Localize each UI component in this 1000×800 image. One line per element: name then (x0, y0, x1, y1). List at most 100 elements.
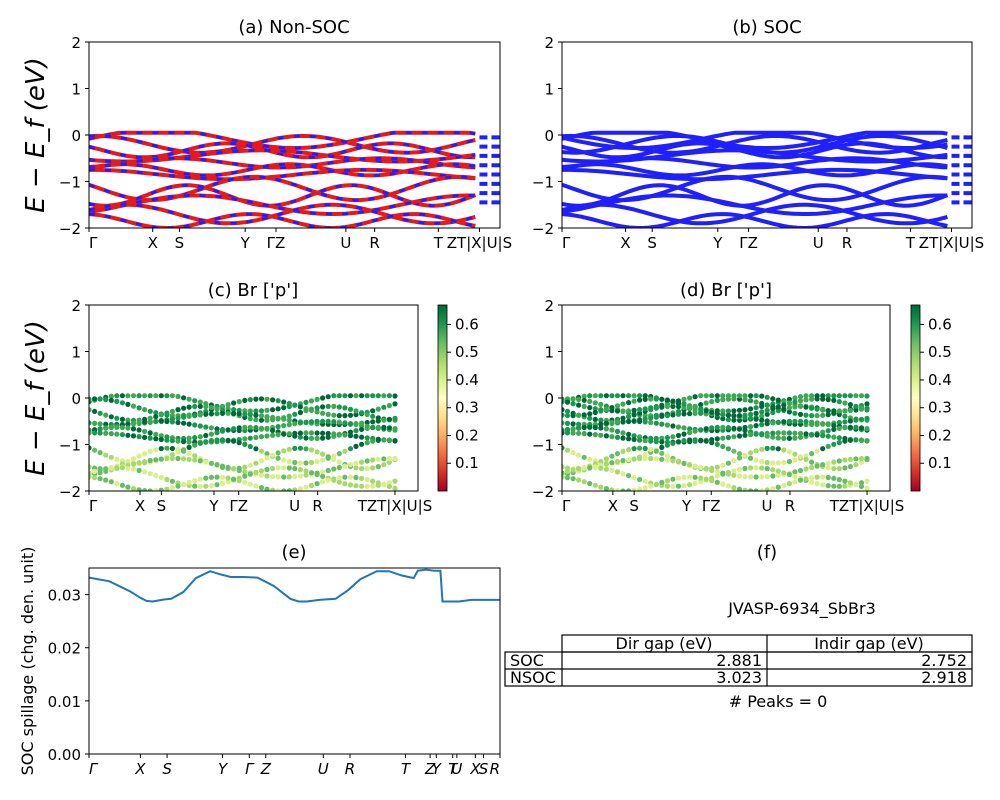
projection-dot (281, 399, 287, 405)
projection-dot (775, 430, 781, 436)
projection-dot (748, 474, 754, 480)
projection-dot (631, 446, 637, 452)
projection-dot (370, 425, 376, 431)
projection-dot (92, 420, 98, 426)
projection-dot (736, 455, 743, 461)
projection-dot (381, 456, 387, 462)
projection-dot (562, 474, 565, 480)
projection-dot (214, 406, 220, 412)
projection-dot (253, 434, 259, 441)
projection-dot (698, 479, 704, 485)
projection-dot (864, 401, 870, 407)
projection-dot (598, 401, 604, 407)
projection-dot (270, 487, 276, 491)
projection-dot (92, 430, 98, 436)
projection-dot (314, 430, 320, 436)
projection-dot (681, 474, 687, 480)
projection-dot (97, 421, 103, 427)
ytick-label: 0.02 (48, 640, 81, 658)
projection-dot (626, 418, 632, 424)
projection-dot (153, 431, 159, 437)
projection-dot (375, 418, 381, 424)
projection-dot (786, 449, 793, 455)
projection-dot (386, 480, 392, 486)
projection-dot (208, 438, 214, 444)
projection-dot (709, 409, 715, 415)
projection-dot (386, 416, 392, 422)
projection-dot (587, 393, 593, 399)
panel-d-br-p: (d) Br ['p'] 2 1 0 −1 −2 Γ X S Y ΓZ U R TZT|X|U|S 0… (532, 280, 952, 515)
projection-dot (347, 462, 354, 468)
projection-dot (792, 451, 798, 457)
projection-dot (664, 442, 671, 448)
projection-dot (292, 411, 298, 417)
projection-dot (687, 482, 693, 488)
projection-dot (103, 425, 109, 431)
kpoint-label: R (842, 234, 852, 252)
projection-dot (609, 460, 615, 466)
projection-dot (203, 404, 209, 410)
projection-dot (803, 476, 809, 482)
projection-dot (576, 402, 582, 408)
projection-dot (342, 463, 348, 469)
colorbar-tick-label: 0.3 (455, 399, 479, 417)
projection-dot (303, 430, 309, 436)
panel-a-bands (89, 130, 500, 228)
projection-dot (375, 480, 381, 486)
projection-dot (264, 426, 270, 432)
projection-dot (759, 465, 765, 471)
projection-dot (637, 476, 643, 483)
projection-dot (297, 409, 303, 416)
ytick-label: 2 (544, 297, 554, 315)
projection-dot (814, 420, 820, 426)
projection-dot (720, 412, 726, 418)
projection-dot (325, 477, 331, 483)
panel-c-colorbar (437, 304, 448, 492)
projection-dot (236, 411, 242, 417)
projection-dot (231, 466, 237, 472)
projection-dot (119, 465, 125, 471)
projection-dot (814, 463, 820, 469)
projection-dot (386, 393, 392, 399)
projection-dot (759, 474, 765, 480)
projection-dot (381, 437, 387, 443)
projection-dot (576, 396, 582, 403)
projection-dot (136, 434, 142, 440)
projection-dot (92, 475, 98, 481)
projection-dot (703, 438, 709, 444)
kpoint-label: ZT|X|U|S (919, 234, 984, 252)
projection-dot (698, 406, 704, 412)
projection-dot (792, 435, 798, 441)
projection-dot (130, 461, 137, 467)
projection-dot (653, 456, 659, 462)
kpoint-label: ΓZ (229, 497, 248, 515)
projection-dot (842, 400, 848, 406)
projection-dot (759, 393, 765, 399)
projection-dot (664, 453, 671, 459)
projection-dot (197, 440, 203, 446)
kpoint-label: Γ (89, 497, 98, 515)
projection-dot (858, 393, 865, 399)
projection-dot (842, 465, 848, 471)
projection-dot (736, 466, 743, 473)
projection-dot (236, 478, 242, 484)
projection-dot (864, 407, 870, 413)
projection-dot (314, 405, 320, 411)
projection-dot (342, 393, 348, 399)
projection-dot (626, 431, 632, 437)
projection-dot (275, 432, 281, 438)
projection-dot (136, 467, 142, 473)
projection-dot (592, 406, 598, 412)
projection-dot (331, 476, 337, 482)
projection-dot (325, 411, 331, 417)
projection-dot (570, 426, 576, 432)
projection-dot (581, 397, 587, 403)
panel-e-title: (e) (281, 542, 306, 563)
kpoint-label: S (162, 760, 172, 778)
projection-dot (264, 433, 270, 439)
projection-dot (375, 406, 381, 412)
projection-dot (364, 425, 370, 431)
projection-dot (197, 399, 203, 405)
projection-dot (197, 476, 203, 482)
projection-dot (347, 412, 354, 418)
